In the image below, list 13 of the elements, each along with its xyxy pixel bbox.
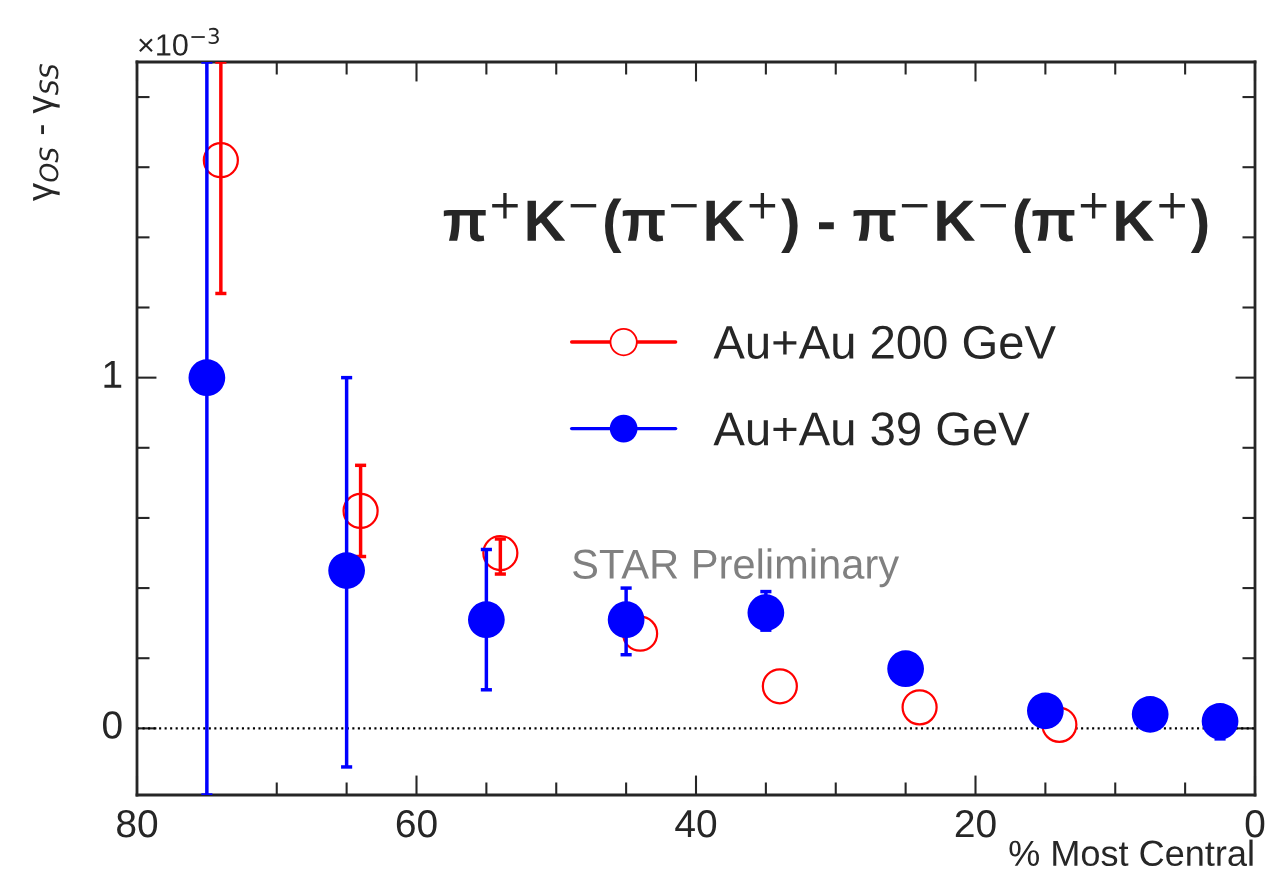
x-tick-label: 0 xyxy=(1245,809,1265,838)
x-tick-label: 40 xyxy=(675,809,717,838)
x-tick-label: 20 xyxy=(955,809,996,838)
y-tick-label: 1 xyxy=(104,360,122,388)
x-tick-label: 60 xyxy=(396,809,437,838)
legend-label: Au+Au 39 GeV xyxy=(713,412,1030,446)
annotation: STAR Preliminary xyxy=(573,548,900,588)
x-tick-label: 80 xyxy=(117,809,158,838)
y-axis-title: γ$_{OS}$ - γ$_{SS}$ xyxy=(33,63,60,201)
x-axis-title: % Most Central xyxy=(1009,839,1253,867)
chart-title: π$^{+}$K$^{−}$(π$^{−}$K$^{+}$) - π$^{−}$K$^{−}$(π$^{+}$K$^{+}$) xyxy=(443,192,1208,253)
legend-label: Au+Au 200 GeV xyxy=(713,325,1056,360)
text: ×10$^{−3}$ xyxy=(139,27,219,56)
